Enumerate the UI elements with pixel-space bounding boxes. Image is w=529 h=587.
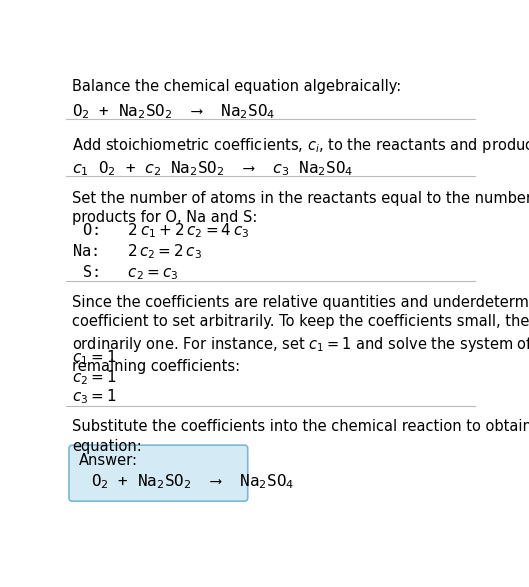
- Text: Add stoichiometric coefficients, $c_i$, to the reactants and products:: Add stoichiometric coefficients, $c_i$, …: [72, 136, 529, 156]
- Text: O$_2$ + Na$_2$SO$_2$  ⟶  Na$_2$SO$_4$: O$_2$ + Na$_2$SO$_2$ ⟶ Na$_2$SO$_4$: [91, 472, 294, 491]
- Text: S:   $c_2 = c_3$: S: $c_2 = c_3$: [81, 263, 178, 282]
- Text: O$_2$ + Na$_2$SO$_2$  ⟶  Na$_2$SO$_4$: O$_2$ + Na$_2$SO$_2$ ⟶ Na$_2$SO$_4$: [72, 102, 276, 121]
- Text: Substitute the coefficients into the chemical reaction to obtain the balanced
eq: Substitute the coefficients into the che…: [72, 419, 529, 454]
- Text: $c_2 = 1$: $c_2 = 1$: [72, 368, 117, 387]
- Text: Na:   $2\,c_2 = 2\,c_3$: Na: $2\,c_2 = 2\,c_3$: [72, 242, 202, 261]
- FancyBboxPatch shape: [69, 445, 248, 501]
- Text: O:   $2\,c_1 + 2\,c_2 = 4\,c_3$: O: $2\,c_1 + 2\,c_2 = 4\,c_3$: [81, 221, 249, 240]
- Text: $c_1 = 1$: $c_1 = 1$: [72, 348, 117, 367]
- Text: $c_3 = 1$: $c_3 = 1$: [72, 388, 117, 406]
- Text: Answer:: Answer:: [78, 453, 138, 468]
- Text: $c_1$ O$_2$ + $c_2$ Na$_2$SO$_2$  ⟶  $c_3$ Na$_2$SO$_4$: $c_1$ O$_2$ + $c_2$ Na$_2$SO$_2$ ⟶ $c_3$…: [72, 159, 353, 178]
- Text: Set the number of atoms in the reactants equal to the number of atoms in the
pro: Set the number of atoms in the reactants…: [72, 191, 529, 225]
- Text: Since the coefficients are relative quantities and underdetermined, choose a
coe: Since the coefficients are relative quan…: [72, 295, 529, 374]
- Text: Balance the chemical equation algebraically:: Balance the chemical equation algebraica…: [72, 79, 402, 93]
